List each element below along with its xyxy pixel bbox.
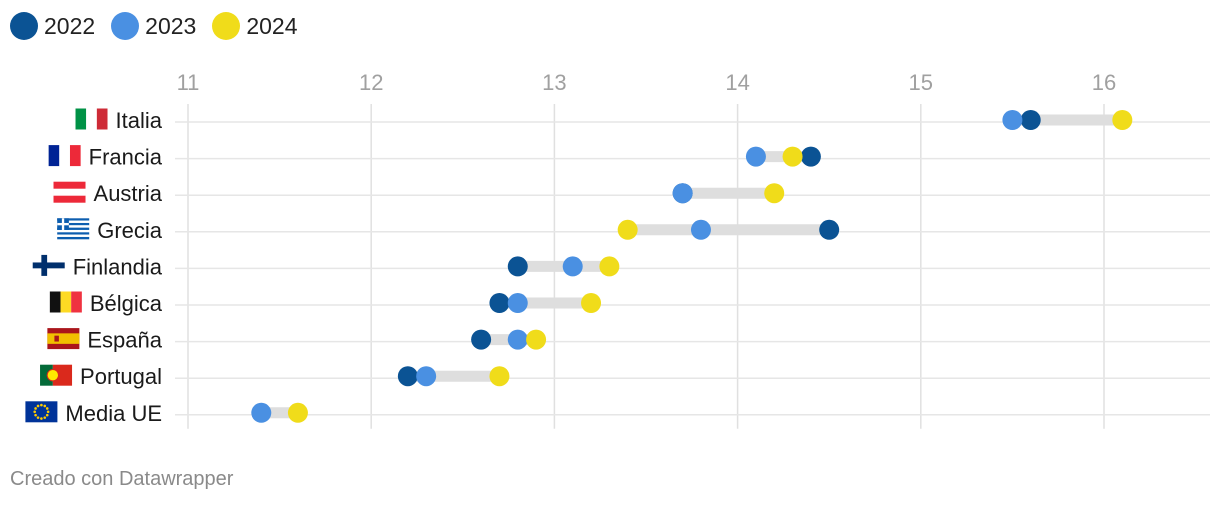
dot-2023 [251, 402, 272, 423]
greece-flag [57, 218, 90, 240]
flag-star [45, 413, 49, 417]
flag-star [36, 416, 40, 419]
flag-cross [57, 222, 69, 226]
flag-field [25, 401, 58, 423]
eu-flag [25, 401, 58, 423]
chart-legend: 2022 2023 2024 [10, 12, 314, 40]
flag-stripe [96, 108, 108, 130]
austria-flag [53, 181, 86, 203]
row-label: Austria [94, 181, 163, 206]
dot-2024 [617, 219, 638, 240]
flag-stripe [57, 236, 90, 240]
flag-stripe [57, 234, 90, 237]
dot-2024 [599, 256, 620, 277]
legend-swatch-2022 [10, 12, 38, 40]
flag-star [45, 407, 49, 410]
flag-emblem [54, 335, 59, 342]
flag-stripe [60, 291, 72, 313]
x-tick-label: 16 [1092, 70, 1116, 95]
flag-stripe [57, 227, 90, 230]
flag-stripe [47, 333, 80, 344]
row-label: Francia [89, 145, 163, 170]
row-label: Finlandia [73, 254, 163, 279]
flag-stripe [57, 232, 90, 235]
x-tick-label: 14 [725, 70, 749, 95]
x-tick-label: 12 [359, 70, 383, 95]
row-label: Bélgica [90, 291, 163, 316]
footer-credit: Creado con Datawrapper [10, 468, 234, 490]
france-flag [48, 145, 81, 167]
row-label: Italia [116, 108, 163, 133]
legend-label-2023: 2023 [145, 12, 197, 39]
dot-2023 [507, 329, 528, 350]
dot-2024 [526, 329, 547, 350]
portugal-flag [40, 364, 73, 386]
flag-stripe [52, 364, 73, 386]
dot-2022 [471, 329, 492, 350]
flag-emblem [46, 369, 60, 382]
row-label: Portugal [80, 364, 162, 389]
row-label: España [87, 328, 162, 353]
flag-stripe [57, 225, 90, 228]
legend-item-2022: 2022 [10, 12, 95, 40]
finland-flag [32, 254, 65, 276]
legend-label-2022: 2022 [44, 12, 96, 39]
flag-stripe [49, 291, 61, 313]
flag-stripe [57, 229, 90, 233]
flag-stripe [71, 291, 82, 313]
flag-star [40, 403, 43, 407]
flag-star [40, 417, 43, 420]
dot-2024 [1112, 110, 1133, 130]
legend-label-2024: 2024 [246, 12, 298, 39]
dot-2022 [1020, 110, 1041, 130]
dot-2023 [416, 366, 437, 387]
flag-star [34, 407, 37, 410]
dot-2023 [690, 219, 711, 240]
dot-2024 [581, 293, 602, 313]
italy-flag [75, 108, 108, 130]
dot-2024 [764, 183, 785, 204]
dot-2022 [397, 366, 418, 387]
flag-star [36, 404, 40, 408]
belgium-flag [49, 291, 82, 313]
dot-2023 [1002, 110, 1023, 130]
dot-2024 [489, 366, 510, 387]
flag-stripe [57, 222, 90, 226]
dot-2024 [782, 146, 803, 167]
flag-stripe [53, 188, 86, 196]
dot-2022 [507, 256, 528, 277]
flag-stripe [75, 108, 87, 130]
x-tick-label: 11 [177, 70, 200, 95]
flag-stripe [57, 220, 90, 223]
dot-2022 [819, 219, 840, 240]
dot-2023 [562, 256, 583, 277]
flag-stripe [48, 145, 60, 167]
dot-2024 [287, 402, 308, 423]
legend-swatch-2023 [111, 12, 140, 40]
dot-2023 [507, 293, 528, 313]
flag-stripe [69, 145, 81, 167]
flag-stripe [59, 145, 70, 167]
flag-star [43, 416, 47, 419]
x-tick-label: 15 [909, 70, 933, 95]
legend-item-2023: 2023 [111, 12, 196, 40]
dot-range-chart: 11 12 13 14 15 16 Italia Francia Austria Grecia Fi… [25, 70, 1210, 429]
flag-star [43, 404, 47, 408]
dot-2022 [489, 293, 510, 313]
row-label: Media UE [65, 401, 162, 426]
flag-star [46, 410, 50, 414]
x-tick-label: 13 [542, 70, 566, 95]
dot-2023 [745, 146, 766, 167]
flag-star [33, 410, 36, 414]
spain-flag [47, 328, 80, 350]
flag-stripe [57, 218, 90, 221]
dot-2023 [672, 183, 693, 204]
flag-star [34, 413, 37, 417]
flag-cross [32, 262, 65, 269]
dot-2022 [800, 146, 821, 167]
legend-item-2024: 2024 [212, 12, 298, 40]
legend-swatch-2024 [212, 12, 241, 40]
flag-stripe [86, 108, 97, 130]
row-label: Grecia [97, 218, 163, 243]
